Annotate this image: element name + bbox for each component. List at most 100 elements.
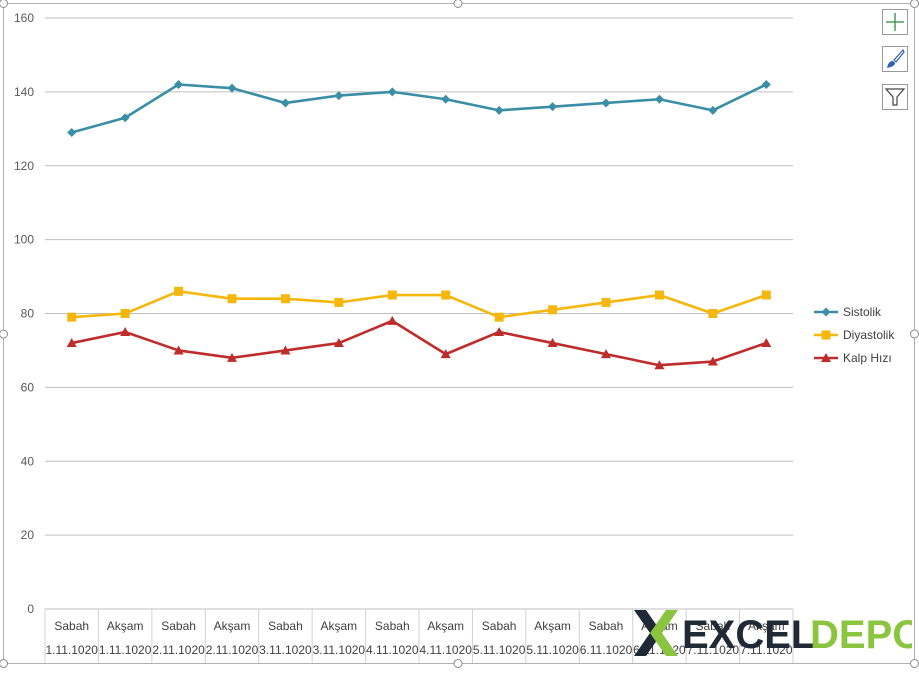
logo-text-excel: EXCEL	[682, 613, 815, 657]
x-tick-label: Sabah	[161, 619, 196, 633]
data-point	[280, 345, 291, 355]
data-point	[67, 312, 77, 322]
data-point	[761, 338, 772, 348]
data-point	[494, 105, 504, 115]
resize-handle	[910, 329, 919, 339]
data-point	[761, 79, 771, 89]
data-point	[708, 105, 718, 115]
x-tick-label: Akşam	[321, 619, 358, 633]
x-tick-date-label: 2.11.1020	[206, 643, 259, 657]
plus-icon	[886, 13, 904, 31]
series-line	[71, 290, 767, 319]
legend-marker	[821, 353, 831, 362]
y-tick-label: 40	[21, 454, 35, 468]
legend-label: Sistolik	[843, 305, 882, 319]
x-tick-date-label: 7.11.1020	[740, 643, 793, 657]
x-tick-label: Sabah	[482, 619, 517, 633]
legend-label: Kalp Hızı	[843, 351, 892, 365]
data-point	[227, 352, 237, 362]
logo-text-depo: DEPO	[810, 613, 912, 657]
data-point	[654, 360, 665, 370]
data-point	[547, 338, 558, 348]
series-2	[67, 286, 771, 322]
y-tick-label: 80	[21, 307, 35, 321]
data-point	[280, 294, 290, 304]
data-point	[174, 79, 184, 89]
legend-marker	[821, 307, 831, 317]
data-point	[441, 94, 451, 104]
data-point	[387, 87, 397, 97]
data-point	[440, 349, 451, 359]
series-line	[71, 83, 767, 134]
series-3	[66, 315, 772, 370]
x-tick-label: Akşam	[534, 619, 571, 633]
data-point	[761, 290, 771, 300]
x-tick-date-label: 5.11.1020	[473, 643, 526, 657]
x-tick-label: Sabah	[589, 619, 624, 633]
resize-handle	[910, 0, 919, 8]
x-tick-label: Sabah	[375, 619, 410, 633]
y-tick-label: 100	[14, 233, 34, 247]
excel-depo-logo-mark: EXCEL DEPO	[634, 610, 919, 657]
data-point	[67, 128, 77, 138]
x-tick-date-label: 1.11.1020	[99, 643, 152, 657]
data-point	[387, 315, 398, 325]
series-1	[67, 79, 771, 138]
data-point	[654, 94, 664, 104]
series-line	[71, 319, 767, 367]
y-tick-label: 0	[27, 602, 34, 616]
x-tick-date-label: 1.11.1020	[45, 643, 98, 657]
x-tick-date-label: 3.11.1020	[313, 643, 366, 657]
data-point	[66, 338, 77, 348]
x-tick-label: Akşam	[748, 619, 785, 633]
resize-handle	[0, 659, 8, 668]
resize-handle	[0, 329, 8, 339]
y-tick-label: 160	[14, 11, 34, 25]
x-tick-label: Sabah	[696, 619, 731, 633]
data-point	[120, 309, 130, 318]
x-tick-date-label: 4.11.1020	[419, 643, 472, 657]
legend-marker	[821, 330, 831, 340]
resize-handle	[453, 0, 463, 8]
resize-handle	[453, 659, 463, 668]
x-tick-label: Akşam	[427, 619, 464, 633]
x-tick-date-label: 6.11.1020	[580, 643, 633, 657]
x-tick-date-label: 3.11.1020	[259, 643, 312, 657]
data-point	[120, 113, 130, 123]
x-tick-label: Sabah	[268, 619, 303, 633]
data-point	[334, 91, 344, 101]
chart-elements-button[interactable]	[882, 9, 908, 35]
data-point	[548, 305, 558, 315]
data-point	[494, 312, 504, 322]
data-point	[174, 286, 184, 296]
data-point	[173, 345, 184, 355]
data-point	[601, 297, 611, 307]
x-tick-date-label: 5.11.1020	[526, 643, 579, 657]
data-point	[708, 309, 718, 318]
data-point	[654, 290, 664, 300]
data-point	[334, 297, 344, 307]
data-point	[227, 294, 237, 304]
chart-filters-button[interactable]	[882, 84, 908, 110]
data-point	[601, 349, 611, 359]
x-tick-date-label: 7.11.1020	[687, 643, 740, 657]
legend-label: Diyastolik	[843, 328, 895, 342]
data-point	[333, 338, 344, 348]
excel-depo-logo: EXCEL DEPO	[632, 604, 919, 662]
y-tick-label: 20	[21, 528, 35, 542]
y-tick-label: 120	[14, 159, 34, 173]
y-tick-label: 140	[14, 85, 34, 99]
data-point	[120, 326, 131, 336]
data-point	[387, 290, 397, 300]
data-point	[227, 83, 237, 93]
chart-styles-button[interactable]	[882, 46, 908, 72]
x-tick-date-label: 4.11.1020	[366, 643, 419, 657]
data-point	[707, 356, 718, 366]
x-tick-label: Akşam	[214, 619, 251, 633]
x-tick-label: Sabah	[54, 619, 89, 633]
resize-handle	[0, 0, 8, 8]
paintbrush-icon	[887, 48, 905, 68]
x-tick-label: Akşam	[107, 619, 144, 633]
